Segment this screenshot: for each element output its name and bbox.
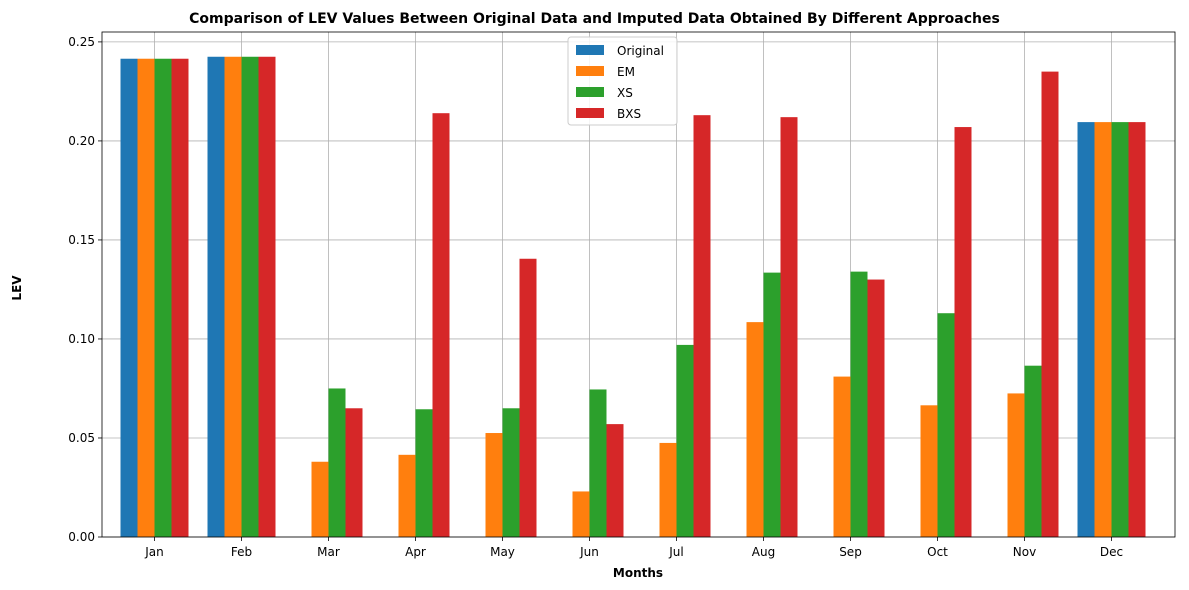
legend-label-bxs: BXS (617, 107, 641, 121)
axes (98, 31, 1176, 541)
legend-label-original: Original (617, 44, 664, 58)
legend-label-xs: XS (617, 86, 633, 100)
y-tick-label: 0.05 (68, 431, 95, 445)
bar-em-jun (572, 491, 590, 537)
bar-xs-nov (1024, 365, 1042, 537)
bar-original-feb (207, 56, 225, 537)
bar-em-jul (659, 442, 677, 537)
x-tick-label: May (490, 545, 515, 559)
y-axis-label: LEV (10, 275, 24, 301)
y-tick-label: 0.25 (68, 35, 95, 49)
bar-xs-dec (1111, 122, 1129, 537)
bar-bxs-apr (432, 113, 450, 537)
legend: Original EM XS BXS (567, 36, 678, 126)
bar-xs-feb (241, 56, 259, 537)
bar-bxs-jul (693, 115, 711, 538)
bar-em-may (485, 433, 503, 537)
bar-xs-oct (937, 313, 955, 537)
bar-xs-jun (589, 389, 607, 537)
y-tick-label: 0.15 (68, 233, 95, 247)
x-tick-label: Aug (752, 545, 775, 559)
bar-xs-may (502, 408, 520, 537)
x-tick-label: Sep (839, 545, 862, 559)
legend-box (567, 36, 678, 126)
x-tick-label: Dec (1100, 545, 1123, 559)
bar-em-feb (224, 56, 242, 537)
legend-swatch-bxs (576, 108, 604, 118)
bar-xs-jan (154, 58, 172, 538)
bar-bxs-jan (171, 58, 189, 538)
bar-em-apr (398, 454, 416, 537)
tick-labels: 0.00 0.05 0.10 0.15 0.20 0.25 Jan Feb Mar Apr May J… (68, 35, 1123, 559)
x-tick-label: Jul (668, 545, 683, 559)
bar-original-dec (1077, 122, 1095, 537)
bar-bxs-may (519, 258, 537, 537)
x-tick-label: Oct (927, 545, 948, 559)
bar-xs-sep (850, 271, 868, 537)
y-tick-label: 0.20 (68, 134, 95, 148)
y-tick-label: 0.00 (68, 530, 95, 544)
bar-bxs-aug (780, 117, 798, 537)
x-tick-label: Nov (1013, 545, 1036, 559)
bars (120, 56, 1146, 538)
bar-bxs-feb (258, 56, 276, 537)
bar-bxs-dec (1128, 122, 1146, 537)
x-tick-label: Jun (579, 545, 599, 559)
chart-title: Comparison of LEV Values Between Origina… (189, 11, 1000, 27)
legend-swatch-xs (576, 87, 604, 97)
bar-xs-aug (763, 272, 781, 537)
bar-original-jan (120, 58, 138, 538)
bar-bxs-nov (1041, 71, 1059, 537)
x-tick-label: Mar (317, 545, 340, 559)
x-tick-label: Jan (144, 545, 164, 559)
legend-swatch-original (576, 45, 604, 55)
x-axis-label: Months (613, 566, 663, 580)
x-tick-label: Apr (405, 545, 426, 559)
bar-em-dec (1094, 122, 1112, 537)
bar-bxs-oct (954, 127, 972, 537)
bar-bxs-sep (867, 279, 885, 537)
legend-swatch-em (576, 66, 604, 76)
legend-label-em: EM (617, 65, 635, 79)
bar-em-aug (746, 322, 764, 537)
bar-em-nov (1007, 393, 1025, 537)
bar-bxs-mar (345, 408, 363, 537)
bar-em-mar (311, 461, 329, 537)
x-tick-label: Feb (231, 545, 252, 559)
bar-em-oct (920, 405, 938, 537)
bar-bxs-jun (606, 424, 624, 537)
y-tick-label: 0.10 (68, 332, 95, 346)
bar-em-jan (137, 58, 155, 538)
bar-xs-mar (328, 388, 346, 537)
bar-xs-apr (415, 409, 433, 537)
plot-frame (101, 31, 1176, 538)
bar-xs-jul (676, 344, 694, 537)
bar-em-sep (833, 376, 851, 537)
